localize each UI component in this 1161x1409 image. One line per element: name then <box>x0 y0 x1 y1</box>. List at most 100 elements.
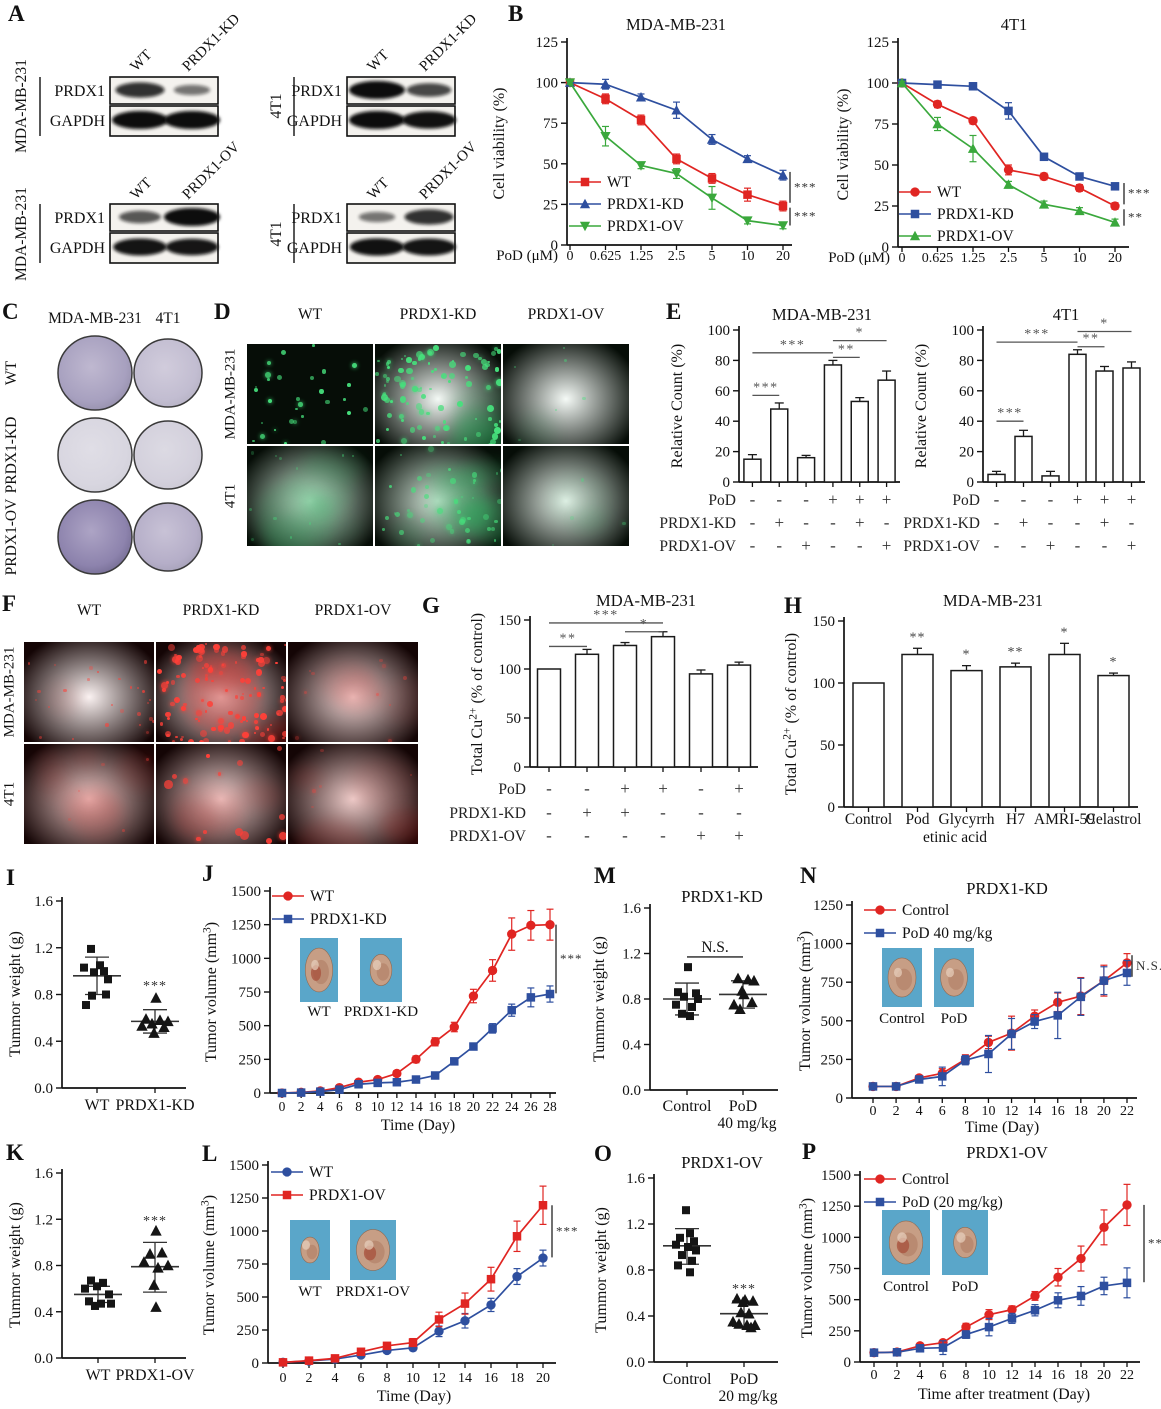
svg-text:Tummor weight (g): Tummor weight (g) <box>7 1202 24 1328</box>
svg-text:4T1: 4T1 <box>156 310 181 327</box>
svg-text:22: 22 <box>1120 1104 1134 1119</box>
svg-text:***: *** <box>560 951 583 966</box>
panel-label-e: E <box>666 299 682 324</box>
svg-text:+: + <box>1100 490 1110 509</box>
svg-text:2: 2 <box>306 1371 313 1386</box>
svg-text:***: *** <box>780 338 806 353</box>
chart-viability-mda-mb-231: 0 25 50 75 100 125 0 0.625 1.25 2.5 5 10 20 MDA-MB-23… <box>491 15 817 264</box>
bar <box>1041 475 1060 483</box>
svg-text:250: 250 <box>829 1324 852 1340</box>
svg-text:500: 500 <box>239 1019 262 1035</box>
svg-text:2.5: 2.5 <box>668 249 686 264</box>
svg-text:8: 8 <box>384 1371 391 1386</box>
svg-text:8: 8 <box>963 1368 970 1383</box>
svg-text:1.2: 1.2 <box>34 1212 53 1228</box>
svg-text:0: 0 <box>967 475 975 491</box>
svg-text:***: *** <box>753 380 779 395</box>
svg-text:20: 20 <box>1097 1368 1111 1383</box>
svg-text:GAPDH: GAPDH <box>50 240 106 257</box>
svg-text:60: 60 <box>959 384 974 400</box>
bar <box>536 668 562 768</box>
svg-text:***: *** <box>794 209 817 224</box>
svg-text:-: - <box>546 803 552 822</box>
bar <box>1068 353 1087 483</box>
svg-text:1500: 1500 <box>821 1168 851 1184</box>
panel-label-j: J <box>202 861 214 886</box>
svg-text:1.6: 1.6 <box>622 901 641 917</box>
svg-text:1.6: 1.6 <box>34 1166 53 1182</box>
svg-text:500: 500 <box>821 1014 844 1030</box>
row-label: 4T1 <box>1 781 18 807</box>
svg-text:WT: WT <box>86 1367 111 1384</box>
svg-text:**: ** <box>560 631 577 646</box>
svg-text:1.2: 1.2 <box>34 941 53 957</box>
svg-text:20: 20 <box>467 1099 481 1114</box>
svg-text:Pod: Pod <box>905 811 929 828</box>
svg-text:0: 0 <box>844 1355 852 1371</box>
svg-text:0.4: 0.4 <box>34 1034 53 1050</box>
svg-text:PoD: PoD <box>730 1371 758 1388</box>
svg-text:250: 250 <box>821 1052 844 1068</box>
svg-text:20: 20 <box>536 1371 550 1386</box>
svg-text:75: 75 <box>874 117 889 133</box>
svg-text:4: 4 <box>332 1371 339 1386</box>
panel-a-western-blots: WT PRDX1-KD PRDX1 GAPDH MDA-MB-231 WT PRDX1-KD… <box>13 11 480 281</box>
bar <box>850 400 869 483</box>
svg-text:**: ** <box>1128 209 1143 224</box>
svg-text:PoD 40 mg/kg: PoD 40 mg/kg <box>902 925 993 942</box>
svg-text:PRDX1-OV: PRDX1-OV <box>937 228 1014 245</box>
svg-text:0: 0 <box>567 249 574 264</box>
svg-text:PoD: PoD <box>729 1098 757 1115</box>
panel-label-m: M <box>594 863 616 888</box>
svg-text:20: 20 <box>959 445 974 461</box>
svg-text:-: - <box>803 513 809 532</box>
colony-well <box>133 338 203 408</box>
svg-text:MDA-MB-231: MDA-MB-231 <box>596 591 696 610</box>
svg-text:100: 100 <box>952 323 975 339</box>
svg-text:20: 20 <box>1108 251 1122 266</box>
svg-text:1250: 1250 <box>821 1199 851 1215</box>
bar <box>612 644 638 768</box>
svg-text:PoD: PoD <box>952 1279 979 1295</box>
svg-text:PoD (20 mg/kg): PoD (20 mg/kg) <box>902 1194 1003 1211</box>
svg-text:Total Cu2+ (% of control): Total Cu2+ (% of control) <box>782 633 800 795</box>
svg-text:MDA-MB-231: MDA-MB-231 <box>772 305 872 324</box>
tumor-photo-inset: WT PRDX1-OV <box>290 1220 410 1300</box>
svg-text:5: 5 <box>1041 251 1048 266</box>
svg-text:1.6: 1.6 <box>34 894 53 910</box>
svg-text:0: 0 <box>899 251 906 266</box>
panel-label-c: C <box>2 299 19 324</box>
svg-text:500: 500 <box>829 1293 852 1309</box>
svg-text:100: 100 <box>708 323 731 339</box>
chart-viability-4t1: 0 25 50 75 100 125 0 0.625 1.25 2.5 5 10 20 4T1 Cell v… <box>828 15 1149 266</box>
svg-text:0.625: 0.625 <box>922 251 954 266</box>
chart-tumor-weight-kd-pod: 0.0 0.4 0.8 1.2 1.6 PRDX1-KD Tummor weight (g)… <box>591 887 778 1132</box>
svg-text:PRDX1-OV: PRDX1-OV <box>607 218 684 235</box>
svg-text:-: - <box>994 536 1000 555</box>
svg-text:4T1: 4T1 <box>1001 15 1028 34</box>
svg-text:WT: WT <box>309 1164 334 1181</box>
svg-text:**: ** <box>1083 332 1100 347</box>
scatter-group-PoD <box>719 972 767 1014</box>
svg-text:0.4: 0.4 <box>34 1305 53 1321</box>
svg-text:PRDX1-KD: PRDX1-KD <box>180 11 244 75</box>
svg-text:-: - <box>736 803 742 822</box>
svg-text:5: 5 <box>709 249 716 264</box>
column-header: PRDX1-OV <box>314 602 392 619</box>
svg-text:2: 2 <box>894 1368 901 1383</box>
legend: WT PRDX1-KD PRDX1-OV <box>569 174 684 235</box>
chart-tumor-weight-ov-pod: 0.0 0.4 0.8 1.2 1.6 PRDX1-OV Tummor weight (g)… <box>593 1153 778 1405</box>
chart-tumor-weight-wt-kd: 0.0 0.4 0.8 1.2 1.6 Tummor weight (g) WT PRDX1-… <box>7 894 195 1114</box>
fluorescence-image <box>375 344 501 444</box>
svg-text:PRDX1-KD: PRDX1-KD <box>937 206 1014 223</box>
svg-text:50: 50 <box>820 738 835 754</box>
svg-text:WT: WT <box>85 1097 110 1114</box>
legend: WT PRDX1-OV <box>271 1164 386 1204</box>
svg-text:MDA-MB-231: MDA-MB-231 <box>13 187 30 281</box>
svg-text:Control: Control <box>902 1171 949 1188</box>
svg-text:0.8: 0.8 <box>34 988 53 1004</box>
svg-text:0: 0 <box>871 1368 878 1383</box>
svg-text:0: 0 <box>723 475 731 491</box>
